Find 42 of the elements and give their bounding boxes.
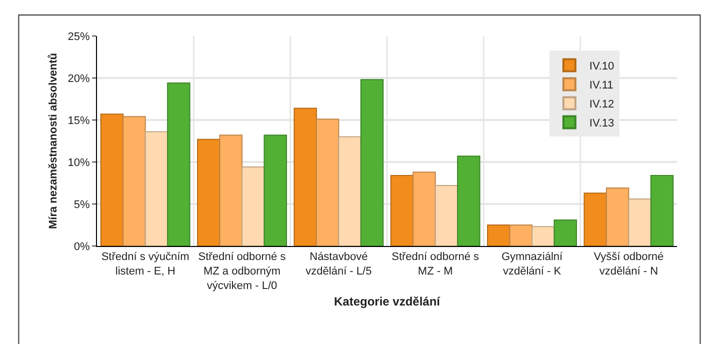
y-tick-label: 0% xyxy=(74,240,90,253)
bar xyxy=(532,226,555,246)
bar xyxy=(242,166,265,246)
bar xyxy=(167,82,190,246)
bar xyxy=(294,108,317,246)
bar xyxy=(412,172,436,246)
bar xyxy=(100,114,124,246)
bar xyxy=(509,224,532,246)
y-tick-label: 25% xyxy=(68,30,90,43)
bar xyxy=(457,156,480,246)
y-tick-label: 20% xyxy=(68,72,90,85)
bar xyxy=(316,118,340,246)
y-tick-label: 15% xyxy=(68,114,90,127)
bar xyxy=(434,185,458,246)
bar xyxy=(144,131,168,246)
bar xyxy=(584,192,607,246)
bar xyxy=(628,198,652,246)
bar xyxy=(606,188,630,246)
x-tick-label: Střední odborné s MZ a odborným výcvikem - L/0 xyxy=(198,251,286,292)
x-axis-title: Kategorie vzdělání xyxy=(334,294,441,309)
x-tick-label: Střední s výučním listem - E, H xyxy=(101,251,190,278)
bar xyxy=(360,79,384,246)
y-axis-title: Míra nezaměstnanosti absolventů xyxy=(47,52,60,230)
y-tick-label: 10% xyxy=(68,156,90,169)
bar xyxy=(122,116,146,246)
x-tick-label: Nástavbové vzdělání - L/5 xyxy=(306,251,372,278)
bar xyxy=(554,219,577,246)
legend-label: IV.11 xyxy=(589,79,614,92)
bar xyxy=(264,134,287,246)
bar xyxy=(338,136,362,246)
legend-label: IV.12 xyxy=(589,98,614,110)
bar xyxy=(219,134,242,246)
bar xyxy=(390,174,414,246)
legend-label: IV.10 xyxy=(589,60,614,72)
x-tick-label: Střední odborné s MZ - M xyxy=(392,251,480,278)
bar xyxy=(197,138,220,246)
x-tick-label: Gymnaziální vzdělání - K xyxy=(501,251,564,278)
legend-label: IV.13 xyxy=(589,117,614,130)
x-tick-label: Vyšší odborné vzdělání - N xyxy=(594,251,664,278)
bar xyxy=(487,224,510,246)
y-tick-label: 5% xyxy=(74,198,90,211)
bar xyxy=(650,174,674,246)
